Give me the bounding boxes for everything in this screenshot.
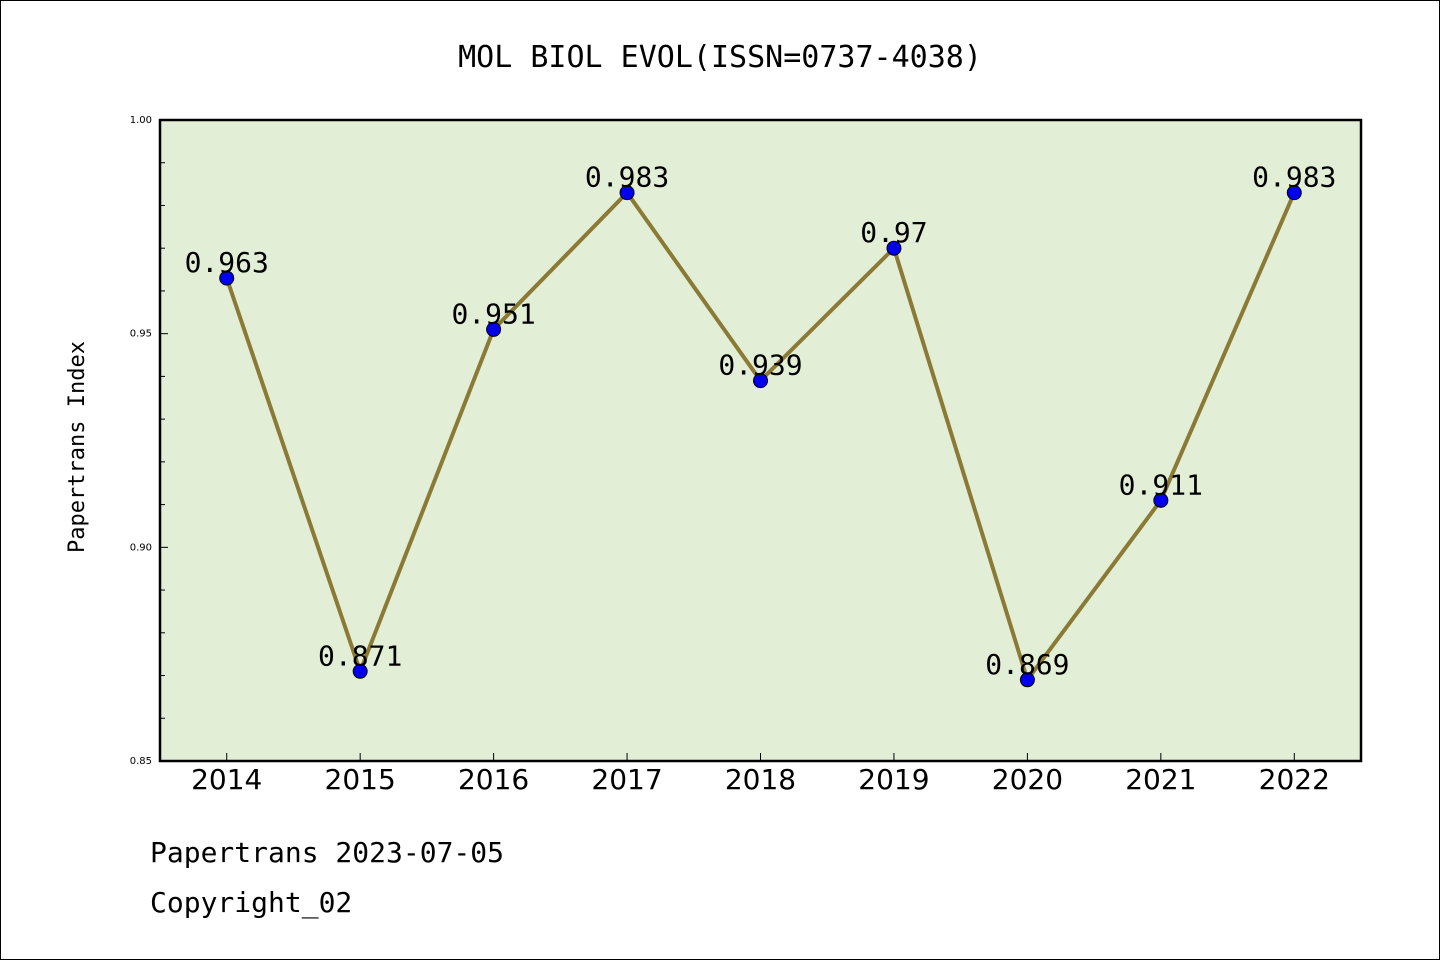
y-tick-label: 0.95: [130, 329, 152, 340]
x-tick-label: 2021: [1125, 763, 1196, 796]
y-tick-label: 0.85: [130, 756, 152, 767]
data-label: 0.951: [451, 297, 535, 330]
x-tick-label: 2015: [325, 763, 396, 796]
data-label: 0.963: [185, 246, 269, 279]
chart-title: MOL BIOL EVOL(ISSN=0737-4038): [458, 40, 982, 75]
x-tick-label: 2019: [858, 763, 929, 796]
y-axis-label: Papertrans Index: [65, 341, 90, 553]
plot-area: [160, 120, 1361, 761]
data-point: [753, 373, 768, 389]
x-tick-label: 2022: [1259, 763, 1330, 796]
data-point: [219, 270, 235, 286]
data-point: [1019, 672, 1035, 688]
y-tick-label: 0.90: [130, 542, 152, 553]
footer-date: Papertrans 2023-07-05: [150, 836, 505, 869]
x-tick-label: 2020: [992, 763, 1063, 796]
data-point: [486, 321, 502, 337]
data-label: 0.911: [1119, 468, 1203, 501]
data-point: [1286, 185, 1302, 201]
data-point: [352, 663, 368, 679]
data-point: [1153, 492, 1169, 508]
y-tick-label: 1.00: [130, 115, 152, 126]
data-label: 0.871: [318, 639, 402, 672]
plot-border: [158, 118, 1363, 763]
data-label: 0.939: [718, 349, 802, 382]
x-tick-label: 2014: [191, 763, 262, 796]
footer-copyright: Copyright_02: [150, 886, 353, 919]
x-axis-ticks: 2014 2015 2016 2017 2018 2019 2020 2021 2022: [191, 753, 1330, 796]
x-tick-label: 2016: [458, 763, 529, 796]
data-point: [619, 185, 635, 201]
data-label: 0.983: [585, 161, 669, 194]
data-point: [886, 240, 902, 256]
data-label: 0.983: [1252, 161, 1336, 194]
x-tick-label: 2017: [591, 763, 662, 796]
data-label-layer: 0.963 0.871 0.951 0.983 0.939 0.97 0.869 0.911 0…: [185, 161, 1337, 681]
data-label: 0.97: [860, 216, 927, 249]
x-tick-label: 2018: [725, 763, 796, 796]
series-layer: [219, 185, 1302, 688]
data-label: 0.869: [985, 648, 1069, 681]
